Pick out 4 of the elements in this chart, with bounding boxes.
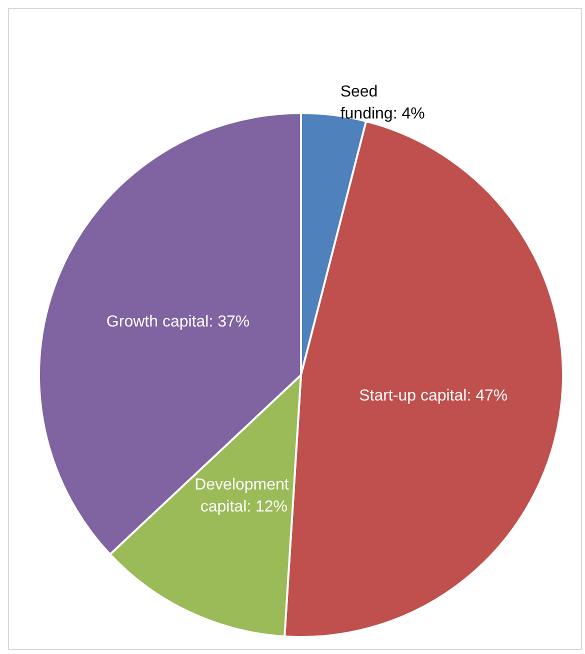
slice-label: Start-up capital: 47% xyxy=(359,387,508,404)
slice-label: Seed funding: 4% xyxy=(340,84,425,123)
slice-label: Development capital: 12% xyxy=(194,476,294,516)
slice-label: Growth capital: 37% xyxy=(106,313,250,330)
